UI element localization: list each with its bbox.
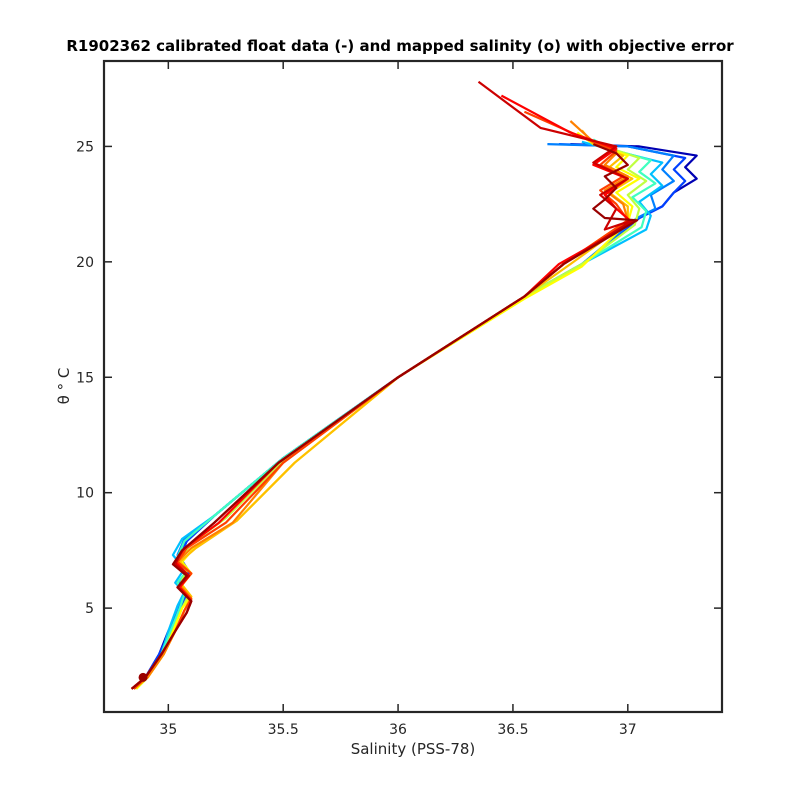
- profile-line-4: [135, 140, 664, 690]
- axes-box: [102, 59, 724, 714]
- x-tick-label: 36.5: [497, 722, 528, 738]
- y-tick-label: 25: [76, 139, 94, 155]
- profile-line-1: [133, 143, 698, 690]
- chart-title: R1902362 calibrated float data (-) and m…: [66, 37, 734, 55]
- y-tick-label: 5: [85, 601, 94, 617]
- plot-area: [130, 80, 698, 690]
- x-tick-label: 36: [389, 722, 407, 738]
- profile-line-9: [133, 120, 629, 690]
- profile-line-11: [130, 94, 634, 690]
- profile-line-5: [135, 138, 657, 690]
- y-tick-label: 15: [76, 370, 94, 386]
- profile-line-10: [133, 110, 629, 690]
- profile-line-12: [130, 80, 634, 690]
- axis-ticks: 35 35.5 36 36.5 37 5 10 15 20 25: [76, 61, 722, 738]
- profile-line-13: [130, 143, 639, 690]
- profile-line-8: [133, 129, 634, 690]
- profile-line-2: [133, 143, 687, 690]
- profile-line-3: [135, 143, 675, 690]
- x-axis-title: Salinity (PSS-78): [351, 740, 476, 758]
- y-tick-label: 20: [76, 255, 94, 271]
- y-tick-label: 10: [76, 486, 94, 502]
- x-tick-label: 37: [619, 722, 637, 738]
- profile-line-7: [135, 131, 641, 690]
- mapped-salinity-point-1: [138, 672, 148, 682]
- y-axis-title: θ ° C: [55, 368, 73, 405]
- profile-line-6: [135, 136, 648, 690]
- x-tick-label: 35.5: [268, 722, 299, 738]
- x-tick-label: 35: [159, 722, 177, 738]
